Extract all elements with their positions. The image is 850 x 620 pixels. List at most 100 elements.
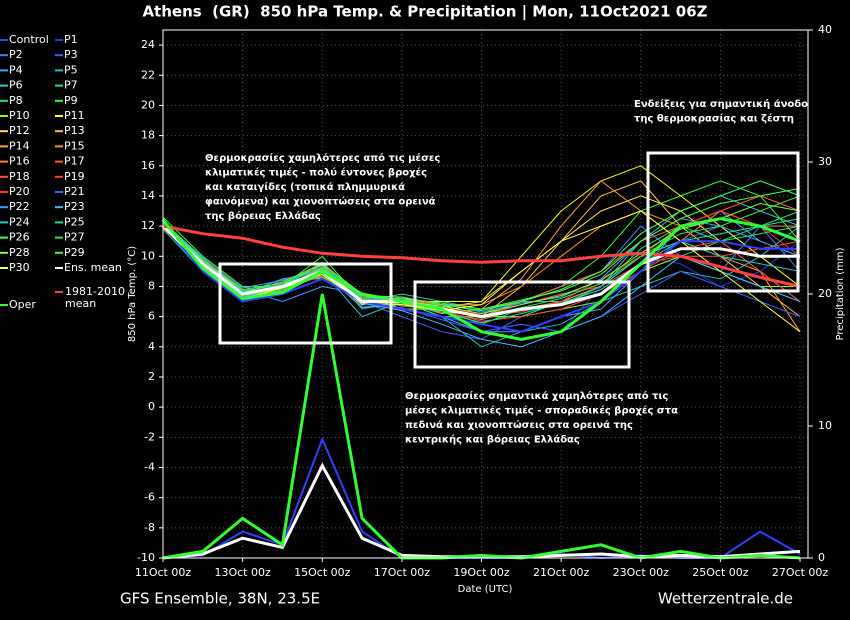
x-tick-label: 13Oct 00z bbox=[214, 566, 271, 579]
legend-label: P27 bbox=[64, 231, 85, 244]
legend-label: P10 bbox=[9, 109, 30, 122]
y2-tick-label: 10 bbox=[818, 419, 832, 432]
legend-label: P14 bbox=[9, 139, 30, 152]
y-tick-label: 10 bbox=[141, 249, 155, 262]
legend-label: P20 bbox=[9, 185, 30, 198]
legend-label: P3 bbox=[64, 48, 78, 61]
annotation: κεντρικής και βόρειας Ελλάδας bbox=[405, 434, 580, 446]
series-line bbox=[161, 217, 801, 341]
legend-label: P18 bbox=[9, 170, 30, 183]
legend-label: P13 bbox=[64, 124, 85, 137]
series-line bbox=[161, 225, 800, 319]
y-tick-label: 4 bbox=[148, 340, 155, 353]
annotation: Θερμοκρασίες χαμηλότερες από τις μέσες bbox=[205, 152, 440, 164]
series-line bbox=[162, 218, 801, 322]
x-tick-label: 17Oct 00z bbox=[374, 566, 431, 579]
y-tick-label: 2 bbox=[148, 370, 155, 383]
legend-label: 1981-2010 mean bbox=[65, 285, 125, 310]
y-tick-label: 24 bbox=[141, 38, 155, 51]
series-line bbox=[162, 222, 800, 333]
x-tick-label: 21Oct 00z bbox=[533, 566, 590, 579]
annotation: κλιματικές τιμές - πολύ έντονες βροχές bbox=[205, 167, 427, 179]
legend-label: P11 bbox=[64, 109, 85, 122]
series-line bbox=[162, 218, 801, 313]
legend-label: P4 bbox=[9, 63, 23, 76]
y-tick-label: 8 bbox=[148, 279, 155, 292]
legend-label: P17 bbox=[64, 155, 85, 168]
legend-label: P8 bbox=[9, 94, 23, 107]
legend-label: P28 bbox=[9, 246, 30, 259]
legend-label: P16 bbox=[9, 155, 30, 168]
y2-axis-label: Precipitation (mm) bbox=[835, 247, 846, 340]
x-tick-label: 11Oct 00z bbox=[135, 566, 192, 579]
y-tick-label: 14 bbox=[141, 189, 155, 202]
annotation: Ενδείξεις για σημαντική άνοδο bbox=[634, 98, 808, 110]
annotation: Θερμοκρασίες σημαντικά χαμηλότερες από τ… bbox=[405, 390, 668, 402]
y-tick-label: 22 bbox=[141, 68, 155, 81]
x-tick-label: 25Oct 00z bbox=[692, 566, 749, 579]
annotation: μέσες κλιματικές τιμές - σποραδικές βροχ… bbox=[405, 405, 678, 417]
legend-label: P24 bbox=[9, 215, 30, 228]
y-tick-label: 6 bbox=[148, 310, 155, 323]
legend-label: P21 bbox=[64, 185, 85, 198]
annotation: της βόρειας Ελλάδας bbox=[205, 210, 321, 222]
annotation: και καταιγίδες (τοπικά πλημμυρικά bbox=[205, 181, 405, 193]
y-tick-label: -2 bbox=[144, 430, 155, 443]
y-tick-label: 12 bbox=[141, 219, 155, 232]
legend-label: P30 bbox=[9, 261, 30, 274]
series-line bbox=[162, 210, 801, 333]
y-tick-label: 0 bbox=[148, 400, 155, 413]
x-tick-label: 27Oct 00z bbox=[772, 566, 829, 579]
legend-label: P19 bbox=[64, 170, 85, 183]
legend-label: P5 bbox=[64, 63, 78, 76]
footer-right: Wetterzentrale.de bbox=[658, 590, 793, 608]
legend-label: P12 bbox=[9, 124, 30, 137]
highlight-box bbox=[218, 262, 393, 345]
plot-frame bbox=[162, 29, 809, 559]
legend-label: Control bbox=[9, 33, 49, 46]
x-tick-label: 15Oct 00z bbox=[294, 566, 351, 579]
y-tick-label: 16 bbox=[141, 159, 155, 172]
legend-label: P29 bbox=[64, 246, 85, 259]
y2-tick-label: 0 bbox=[818, 551, 825, 564]
legend-label: P2 bbox=[9, 48, 23, 61]
annotation: πεδινά και χιονοπτώσεις στα ορεινά της bbox=[405, 419, 633, 431]
y-tick-label: -8 bbox=[144, 521, 155, 534]
y-tick-label: 18 bbox=[141, 129, 155, 142]
legend-label: P25 bbox=[64, 215, 85, 228]
legend-label: Ens. mean bbox=[64, 261, 122, 274]
legend-label: P6 bbox=[9, 79, 23, 92]
legend-label: P7 bbox=[64, 79, 78, 92]
series-line bbox=[162, 224, 801, 288]
chart-title: Athens (GR) 850 hPa Temp. & Precipitatio… bbox=[142, 3, 707, 22]
legend-label: P26 bbox=[9, 231, 30, 244]
annotation: της θερμοκρασίας και ζέστη bbox=[634, 113, 794, 125]
legend-label: P9 bbox=[64, 94, 78, 107]
y-axis-label: 850 hPa Temp. (°C) bbox=[127, 246, 138, 342]
legend-label: Oper bbox=[9, 298, 36, 311]
y-tick-label: -4 bbox=[144, 460, 155, 473]
y2-tick-label: 20 bbox=[818, 287, 832, 300]
x-axis-label: Date (UTC) bbox=[458, 584, 513, 595]
precip-line bbox=[162, 293, 801, 560]
highlight-box bbox=[413, 280, 631, 369]
y-tick-label: -6 bbox=[144, 491, 155, 504]
precip-line bbox=[162, 462, 801, 560]
footer-left: GFS Ensemble, 38N, 23.5E bbox=[120, 590, 320, 608]
plot-area: -10-8-6-4-202468101214161820222401020304… bbox=[135, 23, 832, 579]
y-tick-label: -10 bbox=[137, 551, 155, 564]
y2-tick-label: 40 bbox=[818, 23, 832, 36]
y-tick-label: 20 bbox=[141, 98, 155, 111]
highlight-box bbox=[646, 151, 800, 293]
legend-label: P22 bbox=[9, 200, 30, 213]
x-tick-label: 19Oct 00z bbox=[453, 566, 510, 579]
legend-label: P1 bbox=[64, 33, 78, 46]
legend-label: P23 bbox=[64, 200, 85, 213]
y2-tick-label: 30 bbox=[818, 155, 832, 168]
legend-label: P15 bbox=[64, 139, 85, 152]
x-tick-label: 23Oct 00z bbox=[613, 566, 670, 579]
series-line bbox=[162, 187, 801, 310]
annotation: φαινόμενα) και χιονοπτώσεις στα ορεινά bbox=[205, 196, 436, 208]
